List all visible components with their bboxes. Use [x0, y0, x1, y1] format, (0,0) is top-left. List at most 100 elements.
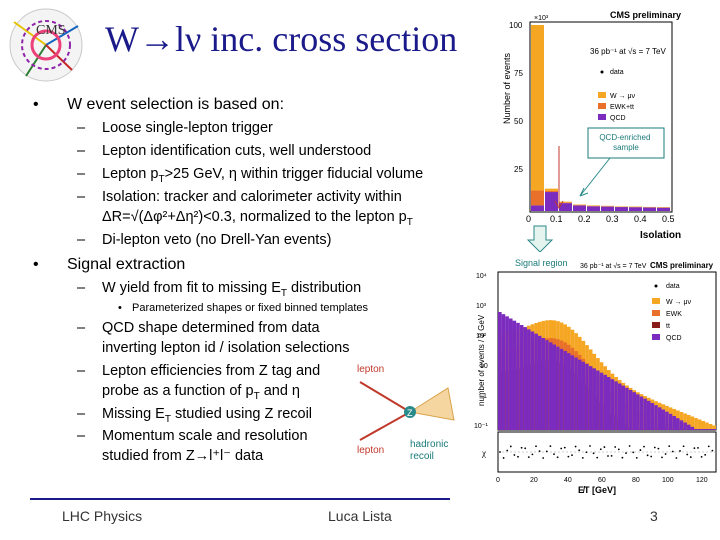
ratio-point — [527, 456, 530, 459]
qcd-enriched-line2: sample — [613, 143, 639, 152]
recoil-label-line2: recoil — [410, 451, 434, 462]
ratio-point — [635, 456, 638, 459]
w-bar — [531, 25, 544, 191]
qcd-stack-bar — [668, 413, 673, 430]
ratio-point — [585, 451, 588, 454]
ratio-point — [607, 455, 609, 457]
qcd-bar — [559, 203, 572, 211]
qcd-stack-bar — [498, 312, 502, 430]
y-tick: 10⁴ — [476, 273, 487, 280]
legend-qcd-swatch — [598, 114, 606, 120]
footer-rule — [30, 498, 450, 500]
sub-item: – Momentum scale and resolution — [77, 428, 308, 444]
ratio-point — [531, 453, 534, 456]
ratio-point — [628, 445, 631, 447]
ratio-point — [560, 447, 563, 450]
legend-data-marker — [600, 70, 604, 74]
ewk-bar — [531, 190, 544, 206]
ratio-point — [538, 450, 541, 453]
w-bar — [545, 188, 558, 191]
footer-center: Luca Lista — [328, 508, 392, 524]
qcd-stack-bar — [523, 327, 528, 430]
qcd-stack-bar — [570, 355, 575, 430]
ratio-point — [617, 448, 620, 451]
w-bar — [573, 204, 586, 206]
qcd-stack-bar — [610, 379, 615, 430]
qcd-stack-bar — [585, 364, 589, 430]
qcd-stack-bar — [661, 409, 666, 430]
ratio-point — [621, 456, 624, 459]
met-stacked-histogram — [498, 312, 716, 430]
ratio-point — [668, 445, 671, 448]
ratio-point — [499, 451, 501, 453]
legend-entry: W → μν — [666, 299, 692, 306]
qcd-stack-bar — [563, 351, 568, 430]
sub-item: – Missing ET studied using Z recoil — [77, 406, 313, 425]
qcd-enriched-line1: QCD-enriched — [599, 133, 650, 142]
ratio-point — [545, 450, 548, 453]
x-tick: 0.3 — [606, 214, 619, 224]
qcd-stack-bar — [567, 353, 571, 430]
qcd-stack-bar — [607, 377, 611, 430]
x-tick: 0 — [496, 477, 500, 484]
qcd-enriched-box — [587, 127, 665, 159]
qcd-stack-bar — [596, 370, 600, 430]
qcd-stack-bar — [617, 383, 622, 430]
ratio-point — [632, 451, 635, 454]
plot-lumi: 36 pb⁻¹ at √s = 7 TeV — [590, 47, 667, 56]
qcd-stack-bar — [639, 396, 644, 430]
qcd-stack-bar — [534, 333, 538, 430]
legend-ewk-swatch — [598, 103, 606, 109]
qcd-stack-bar — [708, 429, 713, 430]
qcd-stack-bar — [650, 403, 655, 430]
footer-left: LHC Physics — [62, 508, 143, 524]
qcd-stack-bar — [646, 400, 651, 430]
legend-entry: W → μν — [610, 93, 636, 100]
qcd-stack-bar — [632, 392, 637, 430]
qcd-stack-bar — [581, 361, 586, 430]
plot-header-bottom: CMS preliminary — [650, 261, 714, 270]
qcd-stack-bar — [577, 359, 582, 430]
qcd-stack-bar — [512, 320, 517, 430]
ratio-point — [671, 450, 674, 453]
ratio-point — [549, 445, 552, 448]
recoil-label: hadronic recoil — [410, 439, 451, 462]
ratio-point — [542, 457, 545, 459]
qcd-stack-bar — [588, 366, 593, 430]
qcd-stack-bar — [712, 429, 716, 430]
qcd-stack-bar — [599, 372, 604, 430]
x-tick: 120 — [696, 477, 708, 484]
x-tick: 40 — [564, 477, 572, 484]
met-legend: data W → μν EWK tt QCD — [652, 283, 692, 342]
ratio-point — [614, 446, 617, 448]
isolation-plot: CMS preliminary ×10³ 36 pb⁻¹ at √s = 7 T… — [500, 6, 718, 252]
ratio-point — [675, 457, 678, 459]
ratio-points — [499, 445, 714, 459]
y-tick: 1 — [483, 393, 487, 400]
w-stack-bar — [683, 413, 687, 430]
w-stack-bar — [712, 425, 716, 430]
y-tick: 10⁻¹ — [474, 423, 488, 430]
x-tick: 0.2 — [578, 214, 591, 224]
ratio-point — [581, 457, 584, 459]
ratio-point — [650, 455, 653, 458]
ratio-point — [578, 449, 581, 452]
qcd-stack-bar — [690, 426, 695, 430]
qcd-bar — [615, 207, 628, 211]
plot-frame — [529, 21, 673, 213]
qcd-stack-bar — [643, 398, 647, 430]
qcd-stack-bar — [683, 422, 687, 430]
signal-region-label: Signal region — [515, 258, 568, 268]
y-tick: 25 — [514, 165, 523, 174]
plot-multiplier: ×10³ — [534, 15, 549, 22]
x-tick: 80 — [632, 477, 640, 484]
qcd-stack-bar — [552, 344, 557, 430]
qcd-stack-bar — [636, 394, 640, 430]
x-tick: 0.4 — [634, 214, 647, 224]
qcd-bar — [601, 206, 614, 211]
qcd-stack-bar — [679, 420, 684, 430]
logo-text: CMS — [36, 23, 66, 38]
chi-label: χ — [481, 448, 486, 458]
met-plot: Signal region CMS preliminary 36 pb⁻¹ at… — [470, 256, 720, 496]
ratio-point — [653, 446, 656, 449]
